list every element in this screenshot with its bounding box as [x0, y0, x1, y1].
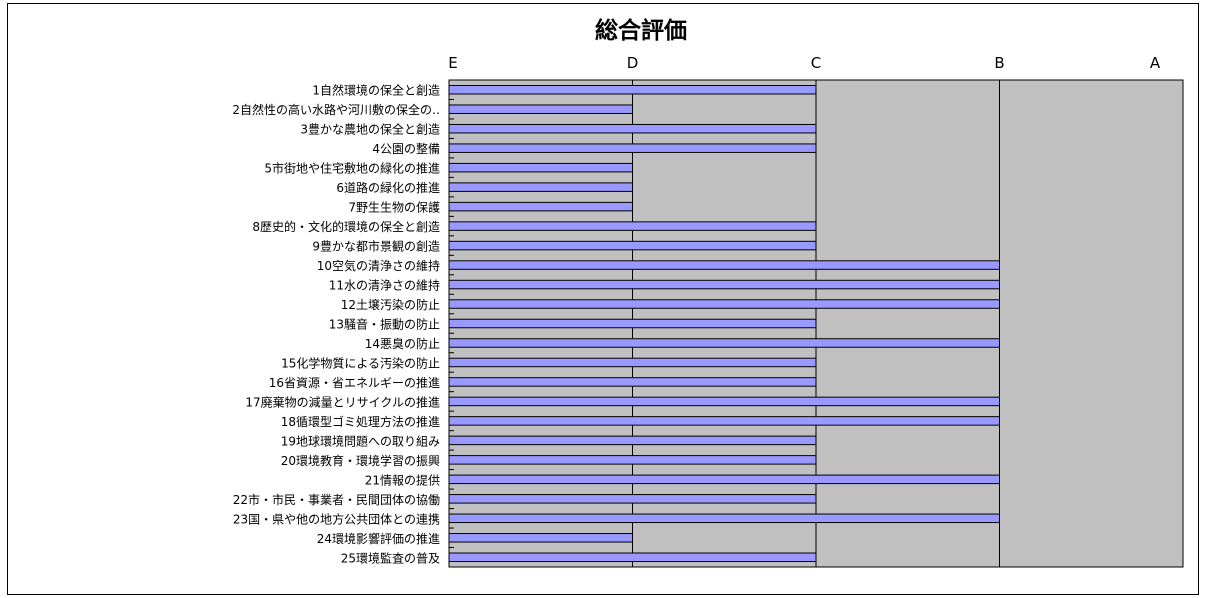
x-tick-label: A	[1150, 54, 1161, 72]
bar	[448, 533, 633, 543]
category-label: 13騒音・振動の防止	[329, 317, 440, 332]
category-label: 24環境影響評価の推進	[317, 531, 440, 546]
bar	[448, 377, 817, 387]
bar	[448, 201, 633, 212]
bar	[448, 552, 817, 563]
category-label: 23国・県や他の地方公共団体との連携	[233, 511, 440, 526]
bar	[448, 416, 1000, 426]
category-label: 21情報の提供	[365, 472, 440, 487]
y-axis-labels: 1自然環境の保全と創造 2自然性の高い水路や河川敷の保全の‥ 3豊かな農地の保全と創…	[232, 83, 440, 566]
bar	[448, 299, 1000, 309]
x-tick-label: D	[627, 54, 639, 72]
bar	[448, 162, 633, 173]
bar	[448, 182, 633, 192]
category-label: 15化学物質による汚染の防止	[281, 355, 440, 370]
x-tick-label: B	[994, 54, 1004, 72]
bar	[448, 260, 1000, 270]
category-label: 8歴史的・文化的環境の保全と創造	[252, 219, 440, 234]
x-tick-label: E	[448, 54, 457, 72]
bar	[448, 318, 817, 329]
bar	[448, 240, 817, 251]
bar-chart: 総合評価 E D C B A 1自然環境の保全と創造 2自然性の高い水路や河川敷の保全の‥…	[232, 17, 1184, 568]
bar	[448, 494, 817, 504]
bar	[448, 279, 1000, 290]
category-label: 10空気の清浄さの維持	[317, 258, 440, 273]
category-label: 16省資源・省エネルギーの推進	[269, 376, 440, 390]
category-label: 5市街地や住宅敷地の緑化の推進	[264, 161, 440, 176]
bar	[448, 435, 817, 446]
category-label: 2自然性の高い水路や河川敷の保全の‥	[232, 102, 440, 117]
bar	[448, 474, 1000, 485]
chart-title: 総合評価	[595, 17, 687, 44]
bar	[448, 357, 817, 368]
category-label: 12土壌汚染の防止	[341, 297, 440, 312]
category-label: 22市・市民・事業者・民間団体の協働	[233, 492, 440, 507]
bar	[448, 396, 1000, 407]
category-label: 19地球環境問題への取り組み	[281, 433, 440, 448]
category-label: 11水の清浄さの維持	[329, 278, 440, 293]
category-label: 1自然環境の保全と創造	[312, 83, 440, 98]
bar	[448, 455, 817, 465]
bars	[448, 84, 1000, 563]
category-label: 18循環型ゴミ処理方法の推進	[281, 414, 440, 429]
category-label: 6道路の緑化の推進	[336, 180, 440, 195]
bar	[448, 143, 817, 153]
category-label: 3豊かな農地の保全と創造	[300, 122, 440, 137]
bar	[448, 221, 817, 231]
bar	[448, 104, 633, 114]
bar	[448, 513, 1000, 524]
bar	[448, 338, 1000, 348]
category-label: 4公園の整備	[372, 141, 440, 156]
category-label: 20環境教育・環境学習の振興	[281, 453, 440, 468]
category-label: 7野生生物の保護	[348, 200, 440, 215]
chart-frame: 総合評価 E D C B A 1自然環境の保全と創造 2自然性の高い水路や河川敷の保全の‥…	[7, 3, 1199, 595]
category-label: 9豊かな都市景観の創造	[312, 239, 440, 254]
category-label: 25環境監査の普及	[341, 550, 440, 565]
bar	[448, 123, 817, 134]
bar	[448, 84, 817, 95]
x-tick-label: C	[811, 54, 821, 72]
category-label: 17廃棄物の減量とリサイクルの推進	[245, 394, 440, 409]
category-label: 14悪臭の防止	[365, 336, 440, 351]
